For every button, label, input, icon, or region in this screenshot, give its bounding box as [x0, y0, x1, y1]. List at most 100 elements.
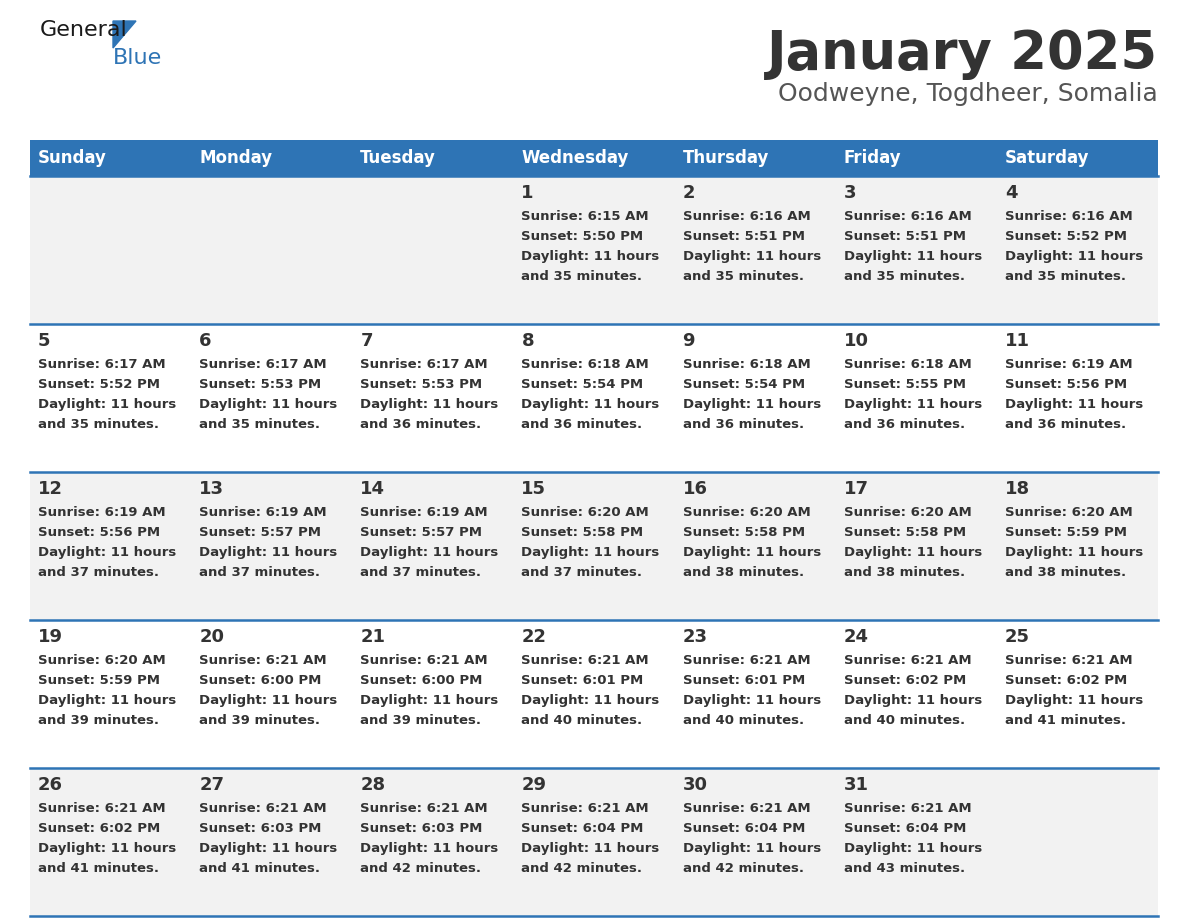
Text: Sunset: 6:00 PM: Sunset: 6:00 PM: [200, 674, 322, 687]
Text: and 42 minutes.: and 42 minutes.: [683, 862, 803, 875]
Text: and 35 minutes.: and 35 minutes.: [522, 270, 643, 283]
Text: 4: 4: [1005, 184, 1017, 202]
Text: Daylight: 11 hours: Daylight: 11 hours: [38, 398, 176, 411]
Text: Sunset: 6:04 PM: Sunset: 6:04 PM: [683, 822, 805, 835]
Text: 13: 13: [200, 480, 225, 498]
Text: Sunrise: 6:19 AM: Sunrise: 6:19 AM: [360, 506, 488, 519]
Text: Sunset: 5:59 PM: Sunset: 5:59 PM: [1005, 526, 1127, 539]
Text: Saturday: Saturday: [1005, 149, 1089, 167]
Text: Sunset: 5:57 PM: Sunset: 5:57 PM: [360, 526, 482, 539]
Text: and 40 minutes.: and 40 minutes.: [683, 714, 804, 727]
Text: Sunrise: 6:20 AM: Sunrise: 6:20 AM: [522, 506, 649, 519]
Text: Daylight: 11 hours: Daylight: 11 hours: [843, 842, 982, 855]
Text: Sunday: Sunday: [38, 149, 107, 167]
Text: Daylight: 11 hours: Daylight: 11 hours: [843, 694, 982, 707]
Text: Friday: Friday: [843, 149, 902, 167]
Text: Sunset: 6:04 PM: Sunset: 6:04 PM: [522, 822, 644, 835]
Text: Sunrise: 6:21 AM: Sunrise: 6:21 AM: [843, 654, 972, 667]
Text: and 39 minutes.: and 39 minutes.: [38, 714, 159, 727]
Text: Sunrise: 6:19 AM: Sunrise: 6:19 AM: [1005, 358, 1132, 371]
Text: and 43 minutes.: and 43 minutes.: [843, 862, 965, 875]
Text: 11: 11: [1005, 332, 1030, 350]
Text: Daylight: 11 hours: Daylight: 11 hours: [843, 398, 982, 411]
Text: January 2025: January 2025: [767, 28, 1158, 80]
Text: Sunrise: 6:21 AM: Sunrise: 6:21 AM: [522, 802, 649, 815]
Text: Daylight: 11 hours: Daylight: 11 hours: [200, 398, 337, 411]
Text: Sunrise: 6:21 AM: Sunrise: 6:21 AM: [360, 802, 488, 815]
Text: Daylight: 11 hours: Daylight: 11 hours: [200, 546, 337, 559]
Text: Sunrise: 6:18 AM: Sunrise: 6:18 AM: [522, 358, 649, 371]
Text: Sunrise: 6:21 AM: Sunrise: 6:21 AM: [1005, 654, 1132, 667]
Polygon shape: [113, 21, 135, 48]
Text: Sunset: 6:01 PM: Sunset: 6:01 PM: [522, 674, 644, 687]
Text: Daylight: 11 hours: Daylight: 11 hours: [522, 546, 659, 559]
Text: 8: 8: [522, 332, 535, 350]
Text: Daylight: 11 hours: Daylight: 11 hours: [360, 546, 499, 559]
Text: Sunset: 5:58 PM: Sunset: 5:58 PM: [843, 526, 966, 539]
Bar: [30, 620, 1158, 768]
Text: Oodweyne, Togdheer, Somalia: Oodweyne, Togdheer, Somalia: [778, 82, 1158, 106]
Text: Sunrise: 6:21 AM: Sunrise: 6:21 AM: [360, 654, 488, 667]
Text: 18: 18: [1005, 480, 1030, 498]
Text: Daylight: 11 hours: Daylight: 11 hours: [522, 250, 659, 263]
Text: Monday: Monday: [200, 149, 272, 167]
Text: Sunrise: 6:21 AM: Sunrise: 6:21 AM: [38, 802, 165, 815]
Text: Daylight: 11 hours: Daylight: 11 hours: [200, 842, 337, 855]
Text: and 37 minutes.: and 37 minutes.: [200, 566, 320, 579]
Text: and 35 minutes.: and 35 minutes.: [200, 418, 320, 431]
Text: and 38 minutes.: and 38 minutes.: [843, 566, 965, 579]
Text: Sunset: 5:50 PM: Sunset: 5:50 PM: [522, 230, 644, 243]
Text: Daylight: 11 hours: Daylight: 11 hours: [843, 546, 982, 559]
Text: 3: 3: [843, 184, 857, 202]
Text: 16: 16: [683, 480, 708, 498]
Text: Sunrise: 6:21 AM: Sunrise: 6:21 AM: [683, 802, 810, 815]
Text: 27: 27: [200, 776, 225, 794]
Text: Sunrise: 6:21 AM: Sunrise: 6:21 AM: [522, 654, 649, 667]
Text: Daylight: 11 hours: Daylight: 11 hours: [1005, 546, 1143, 559]
Text: Sunset: 5:53 PM: Sunset: 5:53 PM: [200, 378, 321, 391]
Text: Sunset: 5:54 PM: Sunset: 5:54 PM: [522, 378, 644, 391]
Text: 2: 2: [683, 184, 695, 202]
Text: Sunrise: 6:20 AM: Sunrise: 6:20 AM: [1005, 506, 1132, 519]
Text: and 36 minutes.: and 36 minutes.: [843, 418, 965, 431]
Text: Sunrise: 6:16 AM: Sunrise: 6:16 AM: [843, 210, 972, 223]
Text: Daylight: 11 hours: Daylight: 11 hours: [522, 842, 659, 855]
Text: Blue: Blue: [113, 48, 163, 68]
Text: Sunrise: 6:19 AM: Sunrise: 6:19 AM: [38, 506, 165, 519]
Text: and 41 minutes.: and 41 minutes.: [200, 862, 320, 875]
Text: 22: 22: [522, 628, 546, 646]
Text: Sunrise: 6:21 AM: Sunrise: 6:21 AM: [200, 654, 327, 667]
Text: Daylight: 11 hours: Daylight: 11 hours: [1005, 694, 1143, 707]
Text: Daylight: 11 hours: Daylight: 11 hours: [683, 398, 821, 411]
Text: and 36 minutes.: and 36 minutes.: [1005, 418, 1126, 431]
Text: and 39 minutes.: and 39 minutes.: [200, 714, 320, 727]
Text: 20: 20: [200, 628, 225, 646]
Text: Sunset: 5:56 PM: Sunset: 5:56 PM: [1005, 378, 1127, 391]
Text: Daylight: 11 hours: Daylight: 11 hours: [38, 546, 176, 559]
Text: and 36 minutes.: and 36 minutes.: [360, 418, 481, 431]
Text: 31: 31: [843, 776, 868, 794]
Text: Daylight: 11 hours: Daylight: 11 hours: [683, 546, 821, 559]
Text: Sunrise: 6:21 AM: Sunrise: 6:21 AM: [683, 654, 810, 667]
Text: and 35 minutes.: and 35 minutes.: [843, 270, 965, 283]
Text: 28: 28: [360, 776, 385, 794]
Text: Daylight: 11 hours: Daylight: 11 hours: [200, 694, 337, 707]
Text: Sunset: 5:58 PM: Sunset: 5:58 PM: [683, 526, 804, 539]
Text: Daylight: 11 hours: Daylight: 11 hours: [360, 694, 499, 707]
Text: Sunset: 5:52 PM: Sunset: 5:52 PM: [1005, 230, 1127, 243]
Text: and 37 minutes.: and 37 minutes.: [38, 566, 159, 579]
Text: Sunrise: 6:18 AM: Sunrise: 6:18 AM: [683, 358, 810, 371]
Text: Sunrise: 6:17 AM: Sunrise: 6:17 AM: [38, 358, 165, 371]
Text: and 40 minutes.: and 40 minutes.: [522, 714, 643, 727]
Text: 1: 1: [522, 184, 533, 202]
Text: Daylight: 11 hours: Daylight: 11 hours: [683, 250, 821, 263]
Text: Daylight: 11 hours: Daylight: 11 hours: [683, 842, 821, 855]
Text: and 35 minutes.: and 35 minutes.: [1005, 270, 1126, 283]
Text: Wednesday: Wednesday: [522, 149, 628, 167]
Text: and 39 minutes.: and 39 minutes.: [360, 714, 481, 727]
Text: 26: 26: [38, 776, 63, 794]
Text: 10: 10: [843, 332, 868, 350]
Text: and 37 minutes.: and 37 minutes.: [360, 566, 481, 579]
Text: and 35 minutes.: and 35 minutes.: [683, 270, 803, 283]
Text: Sunrise: 6:20 AM: Sunrise: 6:20 AM: [843, 506, 972, 519]
